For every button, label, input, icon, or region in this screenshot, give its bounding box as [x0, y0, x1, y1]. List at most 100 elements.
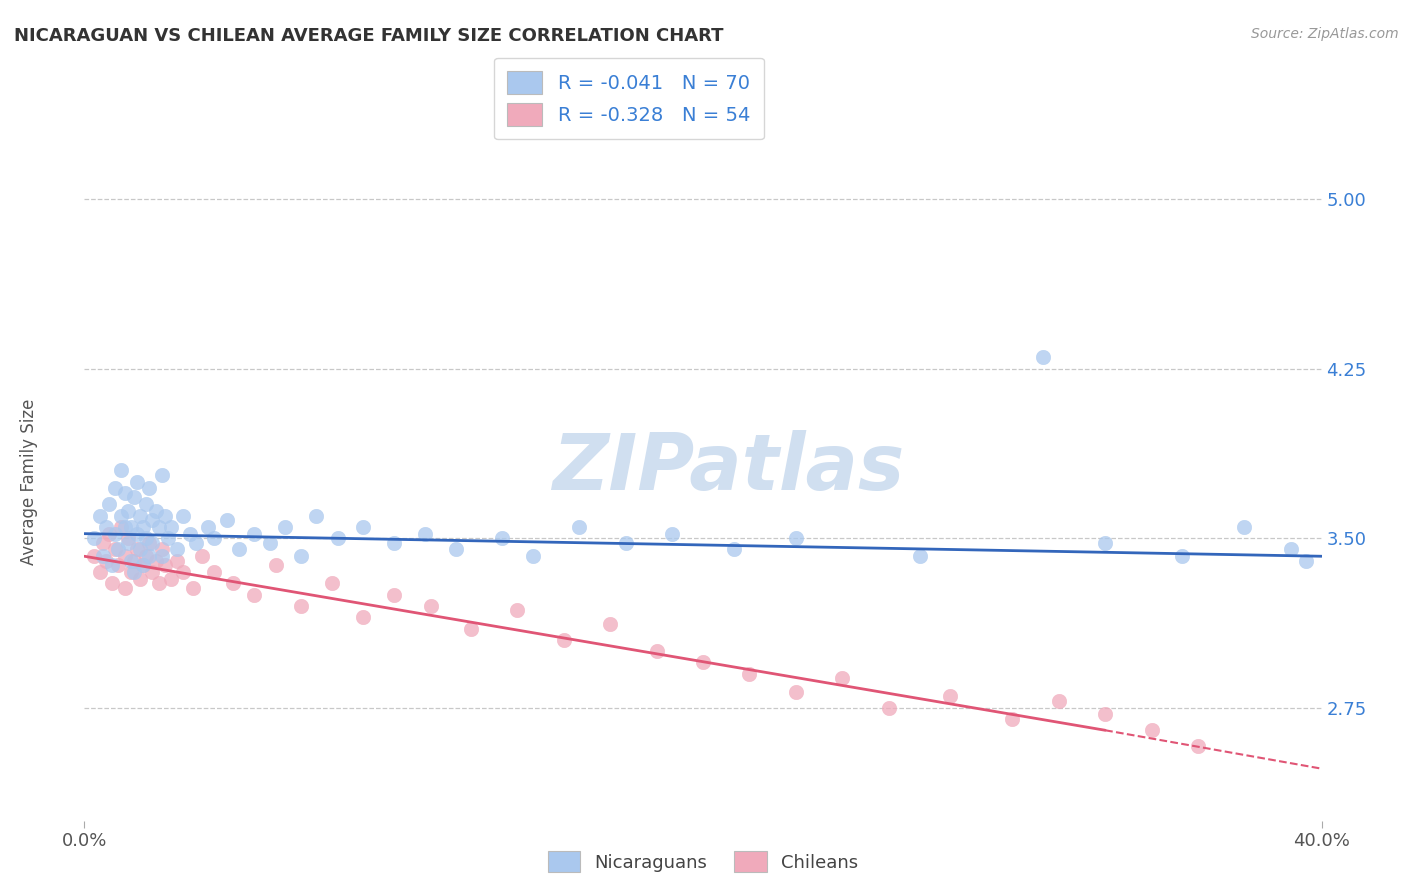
Point — [141, 513, 163, 527]
Point — [104, 542, 127, 557]
Point — [1047, 694, 1070, 708]
Point — [156, 531, 179, 545]
Point — [738, 666, 761, 681]
Point — [114, 486, 136, 500]
Point — [107, 558, 129, 573]
Point — [98, 497, 121, 511]
Point — [94, 520, 117, 534]
Point — [228, 542, 250, 557]
Text: NICARAGUAN VS CHILEAN AVERAGE FAMILY SIZE CORRELATION CHART: NICARAGUAN VS CHILEAN AVERAGE FAMILY SIZ… — [14, 27, 724, 45]
Point — [326, 531, 349, 545]
Point — [153, 508, 176, 523]
Point — [1032, 351, 1054, 365]
Point — [419, 599, 441, 613]
Point — [132, 558, 155, 573]
Point — [132, 520, 155, 534]
Point — [202, 565, 225, 579]
Point — [107, 542, 129, 557]
Point — [1187, 739, 1209, 753]
Point — [145, 504, 167, 518]
Point — [83, 549, 105, 564]
Point — [91, 549, 114, 564]
Point — [110, 463, 132, 477]
Point — [83, 531, 105, 545]
Point — [148, 576, 170, 591]
Point — [785, 531, 807, 545]
Point — [215, 513, 238, 527]
Point — [129, 542, 152, 557]
Point — [491, 531, 513, 545]
Point — [141, 535, 163, 549]
Point — [274, 520, 297, 534]
Point — [243, 588, 266, 602]
Point — [352, 520, 374, 534]
Point — [125, 526, 148, 541]
Point — [117, 504, 139, 518]
Point — [135, 549, 157, 564]
Point — [382, 588, 405, 602]
Point — [197, 520, 219, 534]
Point — [132, 558, 155, 573]
Point — [1279, 542, 1302, 557]
Point — [122, 554, 145, 568]
Point — [506, 603, 529, 617]
Text: ZIPatlas: ZIPatlas — [551, 430, 904, 506]
Point — [166, 542, 188, 557]
Point — [908, 549, 931, 564]
Point — [120, 554, 142, 568]
Point — [160, 572, 183, 586]
Point — [1140, 723, 1163, 738]
Point — [831, 671, 853, 685]
Point — [122, 491, 145, 505]
Point — [145, 554, 167, 568]
Point — [120, 565, 142, 579]
Point — [110, 520, 132, 534]
Point — [568, 520, 591, 534]
Point — [104, 526, 127, 541]
Point — [599, 617, 621, 632]
Point — [290, 549, 312, 564]
Point — [138, 549, 160, 564]
Point — [110, 508, 132, 523]
Point — [91, 535, 114, 549]
Point — [877, 700, 900, 714]
Point — [89, 565, 111, 579]
Point — [259, 535, 281, 549]
Point — [153, 558, 176, 573]
Point — [166, 554, 188, 568]
Point — [1171, 549, 1194, 564]
Point — [141, 565, 163, 579]
Point — [117, 535, 139, 549]
Point — [1094, 707, 1116, 722]
Point — [692, 656, 714, 670]
Point — [160, 520, 183, 534]
Point — [114, 549, 136, 564]
Point — [120, 520, 142, 534]
Point — [101, 576, 124, 591]
Point — [172, 508, 194, 523]
Text: Source: ZipAtlas.com: Source: ZipAtlas.com — [1251, 27, 1399, 41]
Point — [89, 508, 111, 523]
Point — [352, 610, 374, 624]
Point — [104, 482, 127, 496]
Point — [179, 526, 201, 541]
Point — [114, 520, 136, 534]
Point — [129, 572, 152, 586]
Point — [413, 526, 436, 541]
Point — [222, 576, 245, 591]
Point — [243, 526, 266, 541]
Point — [117, 531, 139, 545]
Point — [129, 508, 152, 523]
Legend: Nicaraguans, Chileans: Nicaraguans, Chileans — [540, 844, 866, 880]
Point — [460, 622, 482, 636]
Point — [1094, 535, 1116, 549]
Point — [135, 497, 157, 511]
Point — [661, 526, 683, 541]
Point — [135, 531, 157, 545]
Point — [290, 599, 312, 613]
Point — [172, 565, 194, 579]
Point — [305, 508, 328, 523]
Point — [138, 482, 160, 496]
Point — [125, 542, 148, 557]
Point — [122, 565, 145, 579]
